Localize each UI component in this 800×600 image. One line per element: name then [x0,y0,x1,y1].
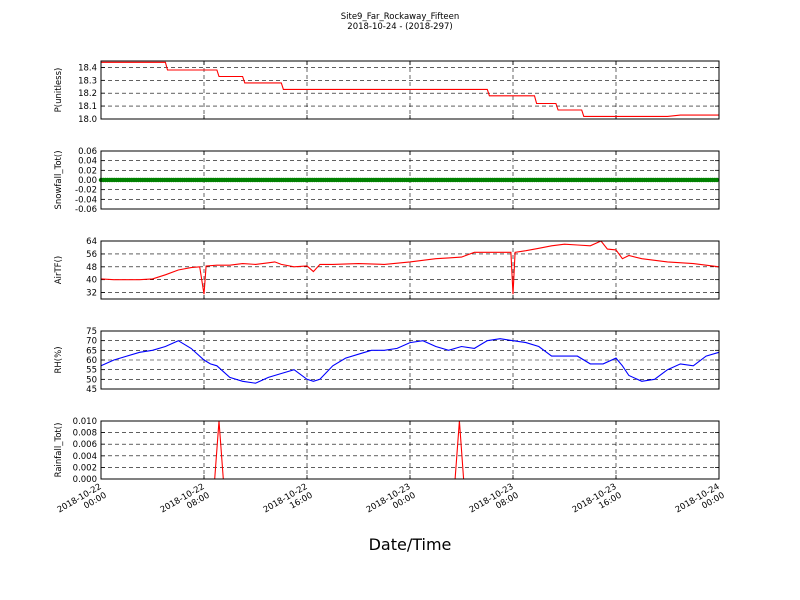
y-tick-label: 55 [86,366,97,376]
y-tick-label: 75 [86,327,97,337]
x-tick-label: 2018-10-2308:00 [468,482,521,524]
x-tick-label: 2018-10-2200:00 [56,482,109,524]
x-tick-label: 2018-10-2400:00 [674,482,727,524]
x-tick-labels: 2018-10-2200:00 2018-10-2208:00 2018-10-22… [56,482,727,524]
y-tick-label: 0.008 [73,429,97,439]
panel-2: 0.060.040.020.00-0.02-0.04-0.06 Snowfall_… [54,147,720,215]
x-tick-label: 2018-10-2316:00 [571,482,624,524]
y-tick-label: 18.1 [78,102,97,112]
panel-frame [100,420,720,480]
y-tick-label: 60 [86,356,97,366]
y-tick-label: 45 [86,385,97,395]
y-axis-label: Rainfall_Tot() [54,423,64,478]
y-axis-label: Snowfall_Tot() [54,150,64,209]
y-tick-label: 0.004 [73,452,97,462]
chart-panels: 18.418.318.218.118.0P(unitless)0.060.040… [54,60,720,485]
x-tick-label: 2018-10-2300:00 [365,482,418,524]
x-tick-label: 2018-10-2216:00 [262,482,315,524]
y-tick-label: 32 [86,289,97,299]
y-tick-label: 18.4 [78,63,97,73]
series-line [100,338,720,384]
y-tick-label: 0.010 [73,417,97,427]
y-axis-label: AirTF() [54,256,64,284]
y-tick-label: 0.04 [78,157,97,167]
y-tick-label: 0.06 [78,147,97,157]
panel-frame [100,150,720,210]
panel-frame [100,330,720,390]
x-axis-label: Date/Time [369,535,452,554]
y-tick-label: 0.00 [78,176,97,186]
y-tick-label: 18.3 [78,76,97,86]
chart-title: Site9_Far_Rockaway_Fifteen [341,12,460,22]
y-tick-label: 65 [86,346,97,356]
y-tick-label: 56 [86,250,97,260]
y-tick-label: 70 [86,337,97,347]
chart-subtitle: 2018-10-24 - (2018-297) [347,22,452,32]
y-tick-label: 50 [86,375,97,385]
x-tick-label: 2018-10-2208:00 [159,482,212,524]
series-line [101,61,719,117]
y-tick-label: 0.000 [73,475,97,485]
y-tick-label: 40 [86,276,97,286]
snowfall-series [98,177,720,183]
y-tick-label: 0.002 [73,463,97,473]
panel-frame [100,240,720,300]
y-tick-label: -0.02 [75,186,97,196]
y-tick-label: 64 [86,237,97,247]
y-tick-label: 0.02 [78,166,97,176]
y-tick-label: -0.06 [75,205,97,215]
y-tick-label: -0.04 [75,195,97,205]
y-tick-label: 18.0 [78,115,97,125]
panel-3: 64 56 48 40 32 AirTF() [54,237,720,300]
panel-1: 18.4 18.3 18.2 18.1 18.0 P(unitless) [54,60,720,125]
series-line [100,240,720,295]
data-point [714,177,720,183]
y-tick-label: 18.2 [78,89,97,99]
panel-frame [100,60,720,120]
y-axis-label: P(unitless) [54,68,64,113]
y-axis-label: RH(%) [54,346,64,373]
y-tick-label: 0.006 [73,440,97,450]
y-tick-label: 48 [86,263,97,273]
